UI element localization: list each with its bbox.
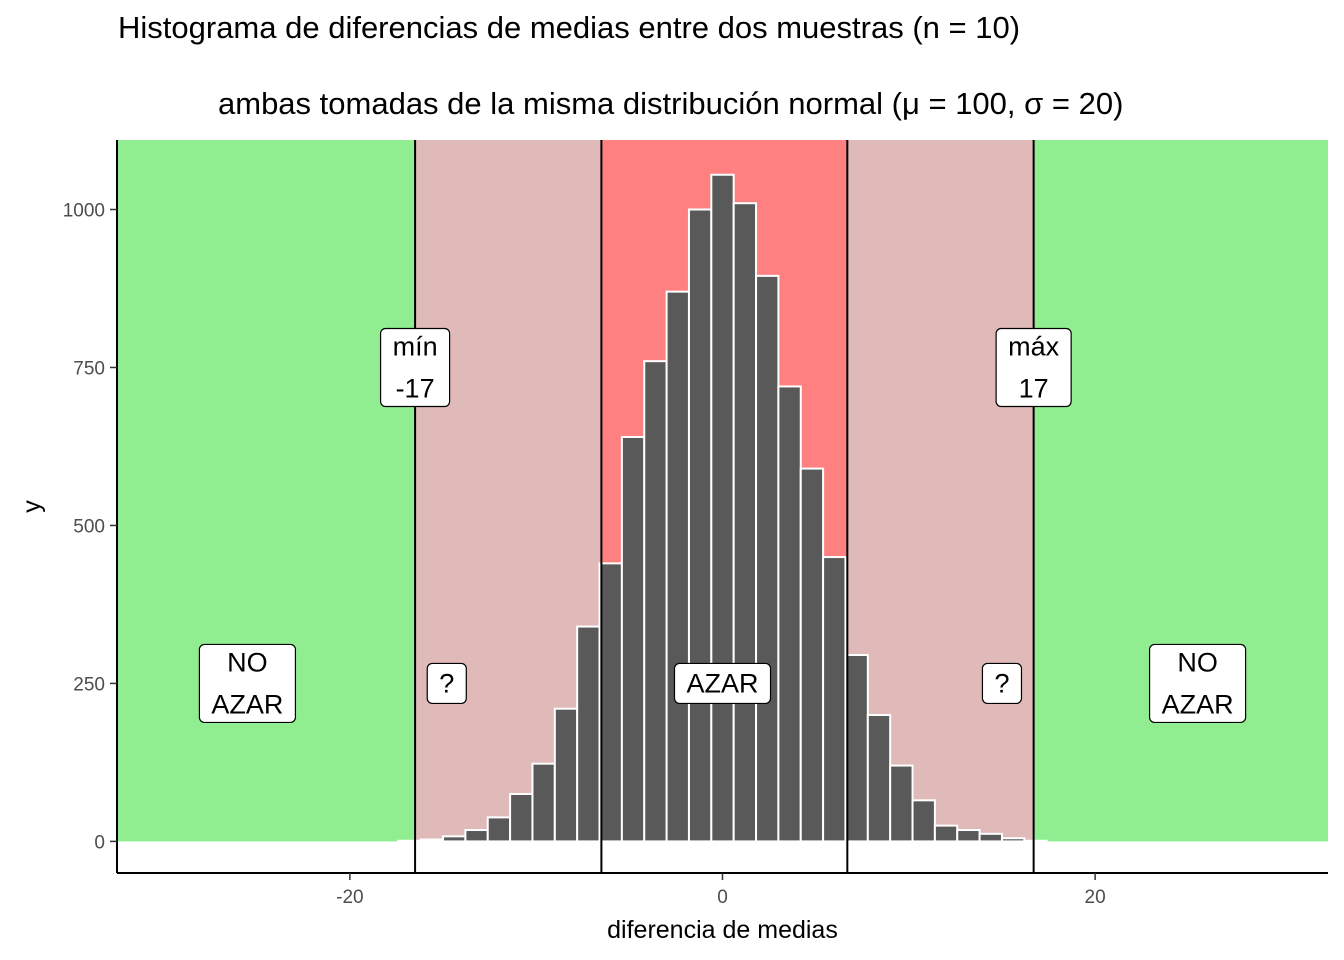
x-tick-label: 0 — [717, 887, 728, 908]
annotation-label: ? — [981, 662, 1023, 705]
y-tick-label: 0 — [94, 832, 105, 853]
histogram-bar — [531, 762, 556, 843]
histogram-bar — [1023, 839, 1048, 843]
annotation-text: ? — [994, 668, 1009, 698]
histogram-bar — [799, 467, 825, 843]
histogram-bar — [956, 829, 981, 843]
region-0 — [117, 140, 416, 842]
annotation-text: AZAR — [686, 668, 758, 698]
annotation-box — [198, 643, 297, 724]
axes: 0 250 500 750 1000 -20 0 20 — [63, 140, 1328, 908]
histogram-bar — [397, 839, 422, 843]
histogram-bar — [598, 562, 623, 843]
annotation-text: NO — [227, 647, 268, 677]
annotation-box — [995, 327, 1072, 408]
histogram-bar — [755, 274, 780, 843]
annotation-label: máx 17 — [995, 327, 1072, 408]
x-tick-label: 20 — [1085, 887, 1106, 908]
histogram-bar — [978, 832, 1003, 843]
annotation-box — [673, 662, 772, 705]
histogram-bar — [620, 435, 646, 843]
annotation-text: -17 — [396, 373, 435, 403]
annotation-text: ? — [439, 668, 454, 698]
annotation-labels: mín -17 máx 17 NO AZAR NO AZAR? ? AZAR — [198, 327, 1247, 724]
annotation-box — [1148, 643, 1247, 724]
x-axis-title: diferencia de medias — [607, 916, 838, 944]
chart-subtitle: ambas tomadas de la misma distribución n… — [218, 86, 1124, 121]
histogram-bar — [509, 793, 534, 843]
histogram-bar — [710, 173, 735, 843]
annotation-text: mín — [393, 331, 438, 361]
y-tick-label: 1000 — [63, 201, 105, 222]
histogram-bar — [844, 653, 869, 843]
histogram-bar — [911, 799, 936, 843]
annotation-text: máx — [1008, 331, 1060, 361]
annotation-label: NO AZAR — [1148, 643, 1247, 724]
threshold-lines — [414, 140, 1035, 873]
annotation-box — [426, 662, 467, 705]
histogram-bar — [933, 824, 959, 843]
annotation-label: NO AZAR — [198, 643, 297, 724]
annotation-label: mín -17 — [379, 327, 451, 408]
chart-title: Histograma de diferencias de medias entr… — [118, 10, 1021, 45]
histogram-bar — [643, 360, 668, 843]
histogram-bar — [464, 829, 489, 843]
annotation-box — [981, 662, 1023, 705]
region-4 — [1033, 140, 1328, 842]
histogram-bar — [486, 816, 512, 843]
histogram-bar — [889, 764, 914, 843]
x-tick-label: -20 — [336, 887, 363, 908]
y-axis-title: y — [18, 500, 46, 513]
annotation-text: NO — [1177, 647, 1218, 677]
y-tick-label: 500 — [73, 516, 105, 537]
annotation-label: AZAR — [673, 662, 772, 705]
annotation-text: 17 — [1019, 373, 1049, 403]
histogram-bar — [419, 838, 445, 843]
annotation-label: ? — [426, 662, 467, 705]
histogram-bar — [1000, 837, 1026, 843]
histogram-bar — [732, 202, 758, 843]
y-tick-label: 250 — [73, 674, 105, 695]
histogram-bar — [822, 556, 847, 843]
y-tick-label: 750 — [73, 358, 105, 379]
histogram-bar — [442, 835, 467, 843]
histogram-bar — [576, 625, 601, 843]
annotation-text: AZAR — [211, 689, 283, 719]
histogram-bar — [553, 707, 579, 843]
annotation-text: AZAR — [1162, 689, 1234, 719]
histogram-bar — [777, 385, 802, 843]
histogram-bar — [687, 208, 713, 843]
histogram-bar — [866, 714, 892, 843]
annotation-box — [379, 327, 451, 408]
histogram-bar — [665, 290, 690, 843]
